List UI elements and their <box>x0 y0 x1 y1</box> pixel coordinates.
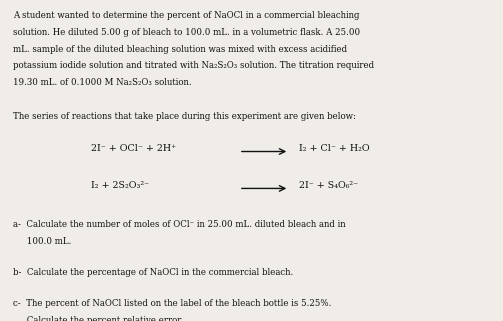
Text: 100.0 mL.: 100.0 mL. <box>13 237 71 246</box>
Text: b-  Calculate the percentage of NaOCl in the commercial bleach.: b- Calculate the percentage of NaOCl in … <box>13 268 293 277</box>
Text: c-  The percent of NaOCl listed on the label of the bleach bottle is 5.25%.: c- The percent of NaOCl listed on the la… <box>13 299 331 308</box>
Text: Calculate the percent relative error.: Calculate the percent relative error. <box>13 316 183 321</box>
Text: I₂ + Cl⁻ + H₂O: I₂ + Cl⁻ + H₂O <box>299 144 370 153</box>
Text: The series of reactions that take place during this experiment are given below:: The series of reactions that take place … <box>13 112 356 121</box>
Text: 2I⁻ + OCl⁻ + 2H⁺: 2I⁻ + OCl⁻ + 2H⁺ <box>91 144 176 153</box>
Text: A student wanted to determine the percent of NaOCl in a commercial bleaching: A student wanted to determine the percen… <box>13 11 359 20</box>
Text: a-  Calculate the number of moles of OCl⁻ in 25.00 mL. diluted bleach and in: a- Calculate the number of moles of OCl⁻… <box>13 220 345 229</box>
Text: mL. sample of the diluted bleaching solution was mixed with excess acidified: mL. sample of the diluted bleaching solu… <box>13 45 347 54</box>
Text: 2I⁻ + S₄O₆²⁻: 2I⁻ + S₄O₆²⁻ <box>299 181 359 190</box>
Text: 19.30 mL. of 0.1000 M Na₂S₂O₃ solution.: 19.30 mL. of 0.1000 M Na₂S₂O₃ solution. <box>13 78 191 87</box>
Text: I₂ + 2S₂O₃²⁻: I₂ + 2S₂O₃²⁻ <box>91 181 149 190</box>
Text: potassium iodide solution and titrated with Na₂S₂O₃ solution. The titration requ: potassium iodide solution and titrated w… <box>13 61 374 70</box>
Text: solution. He diluted 5.00 g of bleach to 100.0 mL. in a volumetric flask. A 25.0: solution. He diluted 5.00 g of bleach to… <box>13 28 360 37</box>
